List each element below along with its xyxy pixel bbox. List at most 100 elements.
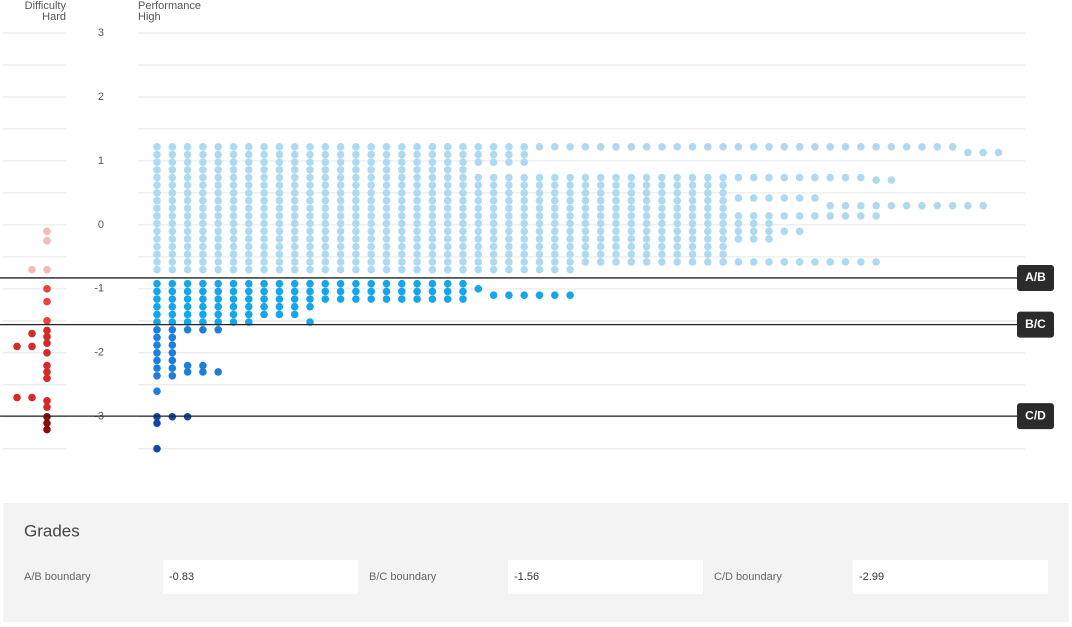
performance-dot xyxy=(673,204,681,213)
field-input[interactable] xyxy=(853,560,1048,594)
performance-dot xyxy=(245,318,253,326)
difficulty-dot xyxy=(43,332,51,341)
performance-dot xyxy=(520,242,528,251)
performance-dot xyxy=(168,295,177,303)
performance-dot xyxy=(688,189,697,197)
performance-dot xyxy=(367,227,376,236)
performance-dot xyxy=(214,227,222,236)
performance-dot xyxy=(505,242,513,251)
performance-dot xyxy=(199,196,207,205)
performance-dot xyxy=(688,219,697,228)
performance-dot xyxy=(336,204,345,213)
performance-dot xyxy=(795,143,804,151)
performance-dot xyxy=(551,196,559,205)
performance-dot xyxy=(168,166,177,174)
performance-dot xyxy=(719,242,727,251)
performance-dot xyxy=(719,235,727,243)
performance-dot xyxy=(275,302,284,311)
performance-dot xyxy=(551,250,559,259)
performance-dot xyxy=(199,279,207,288)
performance-dot xyxy=(474,204,483,213)
performance-header: High xyxy=(138,11,161,23)
performance-dot xyxy=(581,181,590,190)
performance-dot xyxy=(566,212,574,220)
performance-dot xyxy=(627,181,636,190)
difficulty-dot xyxy=(43,265,51,274)
performance-dot xyxy=(994,148,1003,157)
performance-dot xyxy=(183,166,192,174)
performance-dot xyxy=(505,265,513,274)
performance-dot xyxy=(153,302,161,311)
performance-dot xyxy=(734,143,743,151)
performance-dot xyxy=(382,265,391,274)
performance-dot xyxy=(168,356,177,365)
field-input[interactable] xyxy=(163,560,358,594)
performance-dot xyxy=(260,181,268,190)
performance-dot xyxy=(306,302,314,311)
performance-dot xyxy=(382,235,391,243)
performance-dot xyxy=(765,194,773,202)
performance-dot xyxy=(551,242,559,251)
performance-dot xyxy=(153,258,161,266)
performance-dot xyxy=(214,181,222,190)
performance-dot xyxy=(489,265,498,274)
performance-dot xyxy=(153,287,161,296)
performance-dot xyxy=(780,227,789,236)
performance-dot xyxy=(505,150,513,159)
performance-dot xyxy=(352,212,360,220)
performance-dot xyxy=(443,279,452,288)
performance-dot xyxy=(596,173,605,182)
performance-dot xyxy=(642,212,651,220)
performance-dot xyxy=(474,227,483,236)
difficulty-dot xyxy=(43,419,51,427)
performance-dot xyxy=(551,235,559,243)
performance-dot xyxy=(520,219,528,228)
performance-dot xyxy=(153,212,161,220)
performance-dot xyxy=(688,242,697,251)
field-label: A/B boundary xyxy=(24,571,91,583)
performance-dot xyxy=(214,250,222,259)
performance-dot xyxy=(505,212,513,220)
performance-dot xyxy=(443,204,452,213)
performance-dot xyxy=(443,189,452,197)
performance-dot xyxy=(245,295,253,303)
performance-dot xyxy=(566,189,574,197)
performance-dot xyxy=(658,242,666,251)
performance-dot xyxy=(719,143,727,151)
performance-dot xyxy=(612,173,620,182)
performance-dot xyxy=(489,158,498,166)
performance-dot xyxy=(214,166,222,174)
performance-dot xyxy=(841,201,850,210)
performance-dot xyxy=(413,150,421,159)
performance-dot xyxy=(229,189,238,197)
performance-dot xyxy=(260,258,268,266)
performance-dot xyxy=(520,143,528,151)
performance-dot xyxy=(505,235,513,243)
performance-dot xyxy=(551,173,559,182)
performance-dot xyxy=(673,219,681,228)
performance-dot xyxy=(153,372,161,380)
performance-dot xyxy=(566,250,574,259)
performance-dot xyxy=(428,242,437,251)
field-input[interactable] xyxy=(508,560,703,594)
performance-dot xyxy=(153,196,161,205)
performance-dot xyxy=(352,287,360,296)
performance-dot xyxy=(551,189,559,197)
performance-dot xyxy=(520,173,528,182)
performance-dot xyxy=(413,242,421,251)
performance-dot xyxy=(153,143,161,151)
performance-dot xyxy=(199,287,207,296)
performance-dot xyxy=(551,219,559,228)
performance-dot xyxy=(245,166,253,174)
performance-dot xyxy=(214,302,222,311)
performance-dot xyxy=(933,201,942,210)
performance-dot xyxy=(153,325,161,334)
performance-dot xyxy=(214,325,222,334)
performance-dot xyxy=(290,212,299,220)
performance-dot xyxy=(183,242,192,251)
performance-dot xyxy=(306,295,314,303)
performance-dot xyxy=(489,196,498,205)
performance-dot xyxy=(306,235,314,243)
performance-dot xyxy=(199,204,207,213)
performance-dot xyxy=(535,196,544,205)
